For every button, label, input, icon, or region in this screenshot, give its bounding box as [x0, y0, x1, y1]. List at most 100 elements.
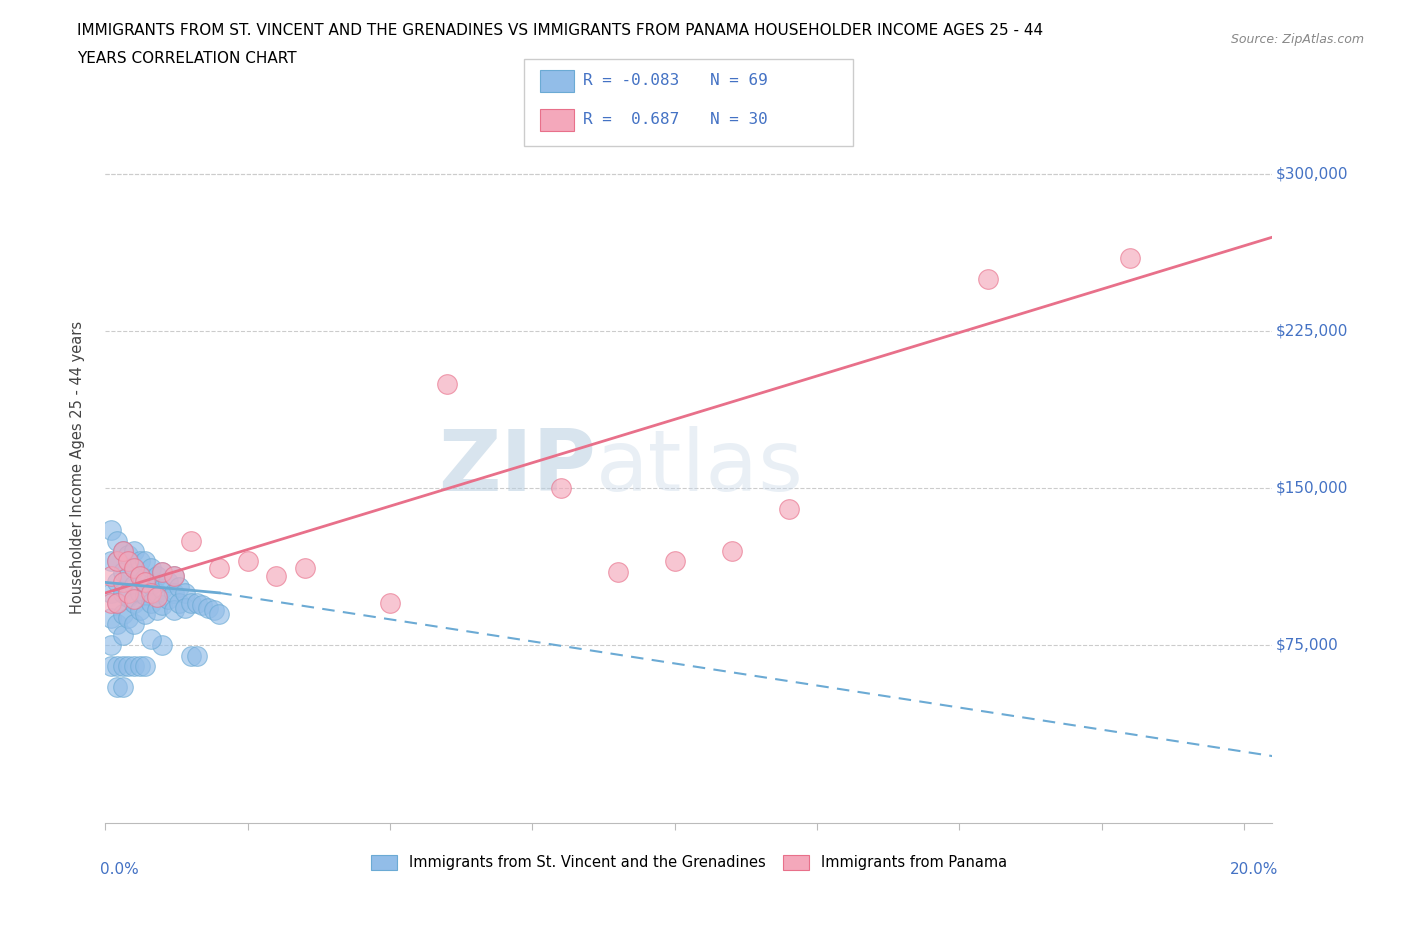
Point: [139, 596, 162, 611]
Text: 0.0%: 0.0%: [100, 862, 138, 877]
Point: [1119, 251, 1142, 266]
Point: [163, 569, 186, 584]
Point: [606, 565, 628, 579]
Point: [134, 658, 156, 673]
Point: [117, 554, 139, 569]
Point: [128, 569, 150, 584]
Point: [117, 658, 139, 673]
Point: [105, 658, 128, 673]
Point: [128, 658, 150, 673]
Text: atlas: atlas: [596, 426, 804, 509]
Point: [150, 598, 173, 613]
Point: [236, 554, 259, 569]
Text: R =  0.687: R = 0.687: [583, 113, 679, 127]
Point: [122, 596, 145, 611]
Point: [157, 591, 180, 606]
Point: [117, 569, 139, 584]
Point: [294, 560, 316, 575]
Point: [150, 565, 173, 579]
Point: [128, 554, 150, 569]
Point: [117, 611, 139, 626]
Point: [174, 586, 197, 601]
Point: [186, 596, 208, 611]
Point: [105, 596, 128, 611]
Point: [111, 586, 134, 601]
Point: [111, 606, 134, 621]
Point: [134, 554, 156, 569]
Point: [197, 600, 219, 615]
Text: N = 30: N = 30: [710, 113, 768, 127]
Point: [264, 569, 287, 584]
Text: IMMIGRANTS FROM ST. VINCENT AND THE GRENADINES VS IMMIGRANTS FROM PANAMA HOUSEHO: IMMIGRANTS FROM ST. VINCENT AND THE GREN…: [77, 23, 1043, 38]
Point: [134, 606, 156, 621]
Text: N = 69: N = 69: [710, 73, 768, 88]
Point: [208, 606, 231, 621]
Point: [100, 596, 122, 611]
Point: [174, 600, 197, 615]
Point: [117, 590, 139, 604]
Point: [550, 481, 572, 496]
Point: [778, 502, 800, 517]
Point: [105, 554, 128, 569]
Point: [664, 554, 686, 569]
Point: [105, 533, 128, 548]
Point: [128, 569, 150, 584]
Point: [150, 581, 173, 596]
Point: [122, 560, 145, 575]
Point: [111, 543, 134, 558]
Point: [180, 648, 202, 663]
Point: [128, 586, 150, 601]
Point: [139, 586, 162, 601]
Point: [208, 560, 231, 575]
Point: [134, 575, 156, 590]
Point: [111, 565, 134, 579]
Text: 20.0%: 20.0%: [1230, 862, 1278, 877]
Point: [117, 548, 139, 563]
Point: [720, 543, 742, 558]
Point: [100, 569, 122, 584]
Point: [139, 631, 162, 646]
Text: R = -0.083: R = -0.083: [583, 73, 679, 88]
Point: [105, 575, 128, 590]
Point: [139, 577, 162, 592]
Point: [150, 565, 173, 579]
Point: [169, 596, 191, 611]
Point: [191, 598, 214, 613]
Point: [122, 560, 145, 575]
Point: [100, 658, 122, 673]
Point: [977, 272, 1000, 286]
Point: [145, 590, 167, 604]
Point: [150, 638, 173, 653]
Point: [378, 596, 401, 611]
Point: [436, 377, 458, 392]
Point: [169, 579, 191, 594]
Point: [145, 586, 167, 601]
Point: [139, 560, 162, 575]
Point: [105, 680, 128, 695]
Text: Source: ZipAtlas.com: Source: ZipAtlas.com: [1230, 33, 1364, 46]
Point: [163, 586, 186, 601]
Point: [105, 617, 128, 631]
Text: $75,000: $75,000: [1275, 638, 1339, 653]
Point: [186, 648, 208, 663]
Point: [105, 596, 128, 611]
Text: $225,000: $225,000: [1275, 324, 1348, 339]
Text: ZIP: ZIP: [437, 426, 596, 509]
Point: [122, 658, 145, 673]
Text: $150,000: $150,000: [1275, 481, 1348, 496]
Point: [128, 603, 150, 618]
Point: [111, 658, 134, 673]
Point: [117, 586, 139, 601]
Point: [134, 588, 156, 603]
Point: [100, 554, 122, 569]
Point: [100, 586, 122, 601]
Point: [111, 575, 134, 590]
Point: [111, 543, 134, 558]
Point: [111, 628, 134, 643]
Point: [202, 603, 225, 618]
Point: [122, 577, 145, 592]
Point: [100, 638, 122, 653]
Text: $300,000: $300,000: [1275, 166, 1348, 182]
Point: [100, 523, 122, 538]
Y-axis label: Householder Income Ages 25 - 44 years: Householder Income Ages 25 - 44 years: [70, 321, 84, 614]
